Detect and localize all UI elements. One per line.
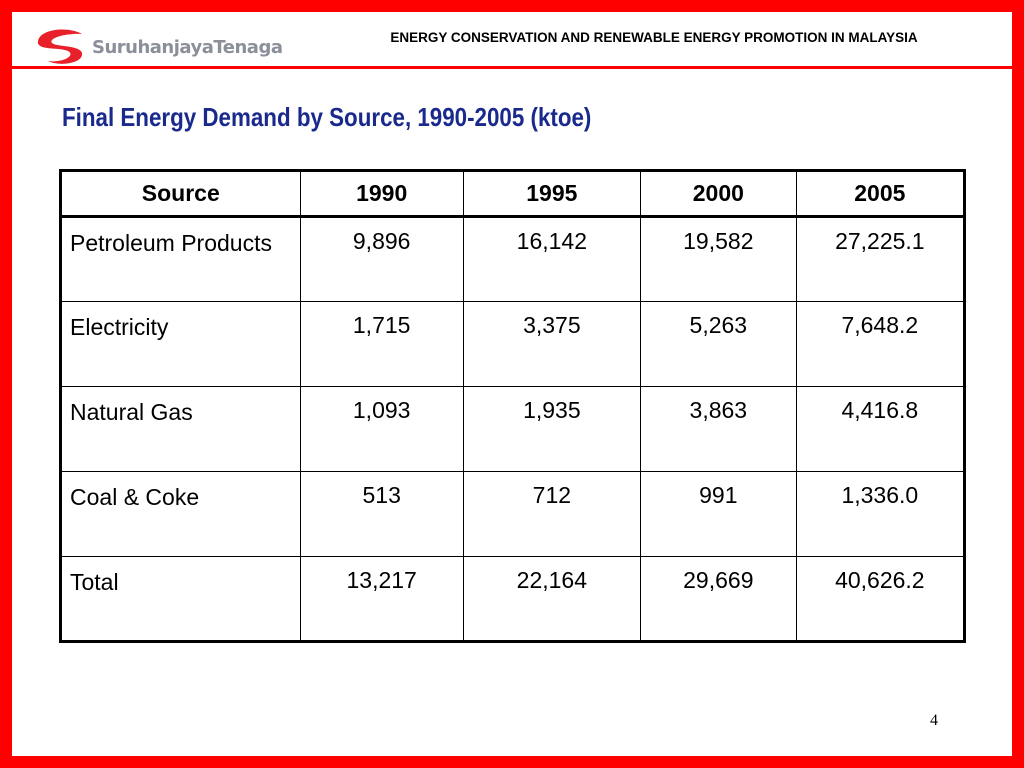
- value-cell: 29,669: [639, 556, 797, 642]
- column-header-1995: 1995: [462, 170, 641, 218]
- value-cell: 513: [299, 471, 464, 557]
- value-cell: 5,263: [639, 301, 797, 387]
- value-cell: 4,416.8: [795, 386, 966, 472]
- column-header-2005: 2005: [795, 170, 966, 218]
- table-row-total: Total 13,217 22,164 29,669 40,626.2: [60, 556, 966, 642]
- value-cell: 1,715: [299, 301, 464, 387]
- value-cell: 3,375: [462, 301, 641, 387]
- value-cell: 3,863: [639, 386, 797, 472]
- value-cell: 712: [462, 471, 641, 557]
- value-cell: 9,896: [299, 216, 464, 302]
- table-row: Petroleum Products 9,896 16,142 19,582 2…: [60, 216, 966, 302]
- column-header-2000: 2000: [639, 170, 797, 218]
- value-cell: 27,225.1: [795, 216, 966, 302]
- energy-demand-table: Source 1990 1995 2000 2005 Petroleum Pro…: [59, 169, 966, 643]
- value-cell: 19,582: [639, 216, 797, 302]
- row-source-cell: Natural Gas: [60, 386, 301, 472]
- row-source-cell: Total: [60, 556, 301, 642]
- value-cell: 991: [639, 471, 797, 557]
- value-cell: 22,164: [462, 556, 641, 642]
- value-cell: 7,648.2: [795, 301, 966, 387]
- value-cell: 40,626.2: [795, 556, 966, 642]
- table-row: Coal & Coke 513 712 991 1,336.0: [60, 471, 966, 557]
- suruhanjaya-tenaga-logo: SuruhanjayaTenaga: [30, 22, 300, 72]
- value-cell: 1,093: [299, 386, 464, 472]
- column-header-source: Source: [60, 170, 301, 218]
- row-source-cell: Petroleum Products: [60, 216, 301, 302]
- column-header-1990: 1990: [299, 170, 464, 218]
- header-divider: [12, 66, 1012, 69]
- table-row: Natural Gas 1,093 1,935 3,863 4,416.8: [60, 386, 966, 472]
- value-cell: 13,217: [299, 556, 464, 642]
- row-source-cell: Electricity: [60, 301, 301, 387]
- value-cell: 1,336.0: [795, 471, 966, 557]
- logo-text: SuruhanjayaTenaga: [92, 36, 283, 58]
- header-title: ENERGY CONSERVATION AND RENEWABLE ENERGY…: [390, 30, 918, 45]
- table-row: Electricity 1,715 3,375 5,263 7,648.2: [60, 301, 966, 387]
- page-title: Final Energy Demand by Source, 1990-2005…: [62, 102, 592, 132]
- table-header-row: Source 1990 1995 2000 2005: [60, 170, 966, 218]
- swoosh-logo-icon: [37, 29, 83, 64]
- row-source-cell: Coal & Coke: [60, 471, 301, 557]
- value-cell: 16,142: [462, 216, 641, 302]
- page-number: 4: [930, 712, 938, 729]
- value-cell: 1,935: [462, 386, 641, 472]
